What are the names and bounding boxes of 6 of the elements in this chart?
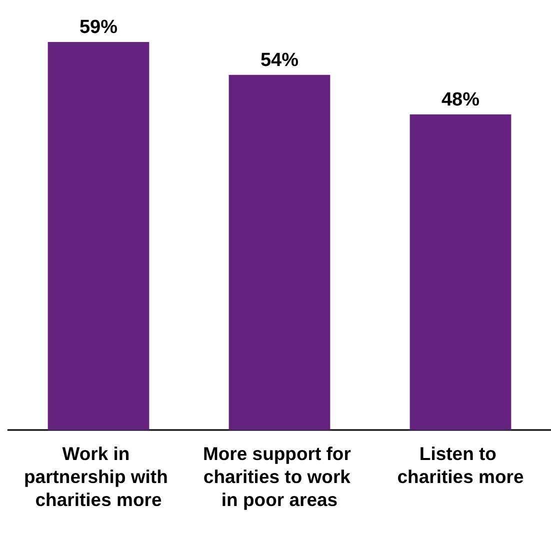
- x-tick-label: More support for charities to work in poor areas: [202, 443, 356, 510]
- x-tick-label: Work in partnership with charities more: [24, 443, 174, 510]
- data-label: 54%: [260, 50, 299, 71]
- data-label: 48%: [441, 89, 480, 110]
- x-tick-label: Listen to charities more: [397, 443, 524, 487]
- data-label: 59%: [79, 17, 118, 38]
